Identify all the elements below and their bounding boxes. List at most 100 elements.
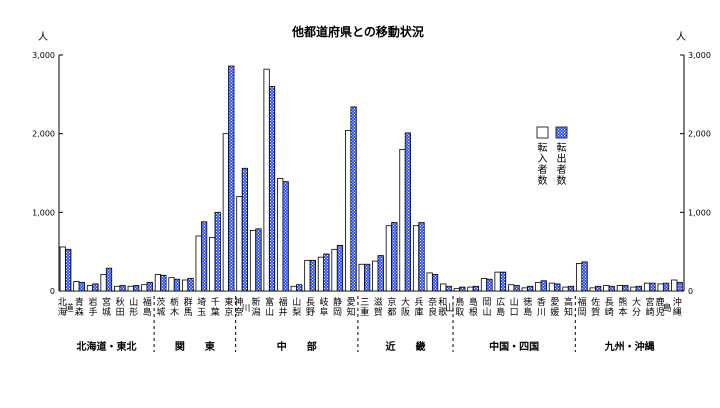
bar-out-秋田 <box>119 285 126 292</box>
right-unit-label: 人 <box>676 31 686 43</box>
bar-in-神奈川 <box>236 196 243 292</box>
bar-out-群馬 <box>187 278 194 292</box>
bar-in-宮城 <box>100 274 107 292</box>
bar-out-静岡 <box>336 244 344 292</box>
category-label: 東京 <box>224 296 233 318</box>
bar-in-岡山 <box>480 278 488 292</box>
bar-in-東京 <box>222 133 229 292</box>
region-label: 九州・沖縄 <box>604 340 655 353</box>
bar-in-長野 <box>304 259 311 292</box>
bar-in-宮崎 <box>643 282 651 292</box>
bar-in-北海道 <box>59 246 66 292</box>
category-label: 岩手 <box>88 296 97 318</box>
category-label: 三重 <box>360 298 369 318</box>
category-label: 和歌山 <box>438 297 454 318</box>
bar-out-長野 <box>309 259 316 292</box>
category-label: 群馬 <box>184 296 193 318</box>
bar-in-長崎 <box>603 285 610 292</box>
bar-out-岡山 <box>486 278 493 292</box>
region-labels: 北海道・東北 関 東 中 部 近 畿 中国・四国 九州・沖縄 <box>77 296 655 353</box>
category-label: 岐阜 <box>319 296 328 318</box>
bar-in-青森 <box>73 281 80 292</box>
right-tick-label: 3,000 <box>688 51 711 60</box>
category-label: 兵庫 <box>415 296 424 318</box>
bar-in-鹿児島 <box>657 283 664 292</box>
bar-out-埼玉 <box>200 221 208 292</box>
category-label: 千葉 <box>211 297 220 318</box>
region-label: 中国・四国 <box>489 340 539 353</box>
bar-in-熊本 <box>616 285 623 292</box>
category-label: 宮城 <box>102 296 111 318</box>
bar-in-滋賀 <box>372 260 379 292</box>
category-label: 愛知 <box>347 296 356 318</box>
bar-in-徳島 <box>521 287 528 292</box>
bar-out-兵庫 <box>418 222 425 292</box>
bar-out-山口 <box>513 285 520 292</box>
bar-in-茨城 <box>154 274 162 292</box>
bar-in-和歌山 <box>440 283 447 292</box>
bar-out-沖縄 <box>676 281 683 292</box>
bar-out-茨城 <box>160 274 167 292</box>
category-labels: 北海道青森岩手宮城秋田山形福島茨城栃木群馬埼玉千葉東京神奈川新潟富山福井山梨長野… <box>58 296 682 318</box>
category-label: 岡山 <box>482 297 491 318</box>
bar-in-富山 <box>263 68 270 292</box>
category-label: 秋田 <box>116 296 125 318</box>
category-label: 宮崎 <box>646 296 655 318</box>
bar-out-佐賀 <box>595 285 602 292</box>
chart-title: 他都道府県との移動状況 <box>291 24 424 39</box>
bar-in-山梨 <box>290 285 297 292</box>
bar-out-福岡 <box>581 261 588 292</box>
bar-in-山形 <box>127 285 134 292</box>
bar-in-山口 <box>508 284 515 292</box>
bar-out-北海道 <box>65 248 72 292</box>
bar-out-和歌山 <box>445 285 452 292</box>
category-label: 富山 <box>265 296 274 318</box>
category-label: 山梨 <box>292 297 301 318</box>
category-label: 香川 <box>537 297 546 318</box>
category-label: 長野 <box>306 297 315 318</box>
category-label: 山口 <box>510 297 519 318</box>
bar-out-高知 <box>567 285 575 292</box>
bar-out-香川 <box>540 280 547 292</box>
category-label: 高知 <box>564 296 573 318</box>
bar-out-岐阜 <box>323 253 330 292</box>
category-label: 徳島 <box>523 296 532 318</box>
right-tick-label: 1,000 <box>688 208 711 217</box>
bar-out-栃木 <box>173 278 181 292</box>
bar-out-富山 <box>268 86 276 292</box>
category-label: 青森 <box>75 296 84 318</box>
bar-in-京都 <box>385 225 393 292</box>
left-tick-label: 0 <box>50 287 55 296</box>
category-label: 滋賀 <box>374 296 383 318</box>
category-label: 京都 <box>387 296 396 318</box>
bar-out-滋賀 <box>377 255 384 292</box>
category-label: 神奈川 <box>234 296 250 318</box>
bar-in-秋田 <box>114 285 121 292</box>
category-label: 山形 <box>129 297 138 318</box>
bars <box>59 65 683 292</box>
bar-out-新潟 <box>255 228 262 292</box>
region-label: 近 畿 <box>385 340 425 353</box>
bar-out-三重 <box>364 263 371 292</box>
bar-in-高知 <box>562 286 569 292</box>
bar-in-栃木 <box>168 277 175 292</box>
bar-out-長崎 <box>608 285 615 292</box>
bar-in-福岡 <box>575 263 583 292</box>
left-tick-label: 3,000 <box>32 51 55 60</box>
bar-in-群馬 <box>181 279 189 292</box>
bar-out-愛媛 <box>554 283 561 292</box>
bar-out-宮崎 <box>649 282 656 292</box>
category-label: 静岡 <box>333 296 342 318</box>
right-tick-label: 0 <box>688 287 693 296</box>
bar-out-山形 <box>133 285 140 292</box>
bar-out-奈良 <box>431 274 439 292</box>
left-unit-label: 人 <box>38 31 48 43</box>
region-label: 北海道・東北 <box>77 340 137 353</box>
category-label: 奈良 <box>428 296 437 318</box>
bar-out-山梨 <box>296 284 303 292</box>
bar-in-愛知 <box>345 130 352 292</box>
bar-in-島根 <box>467 286 474 292</box>
legend-swatch <box>536 126 549 139</box>
